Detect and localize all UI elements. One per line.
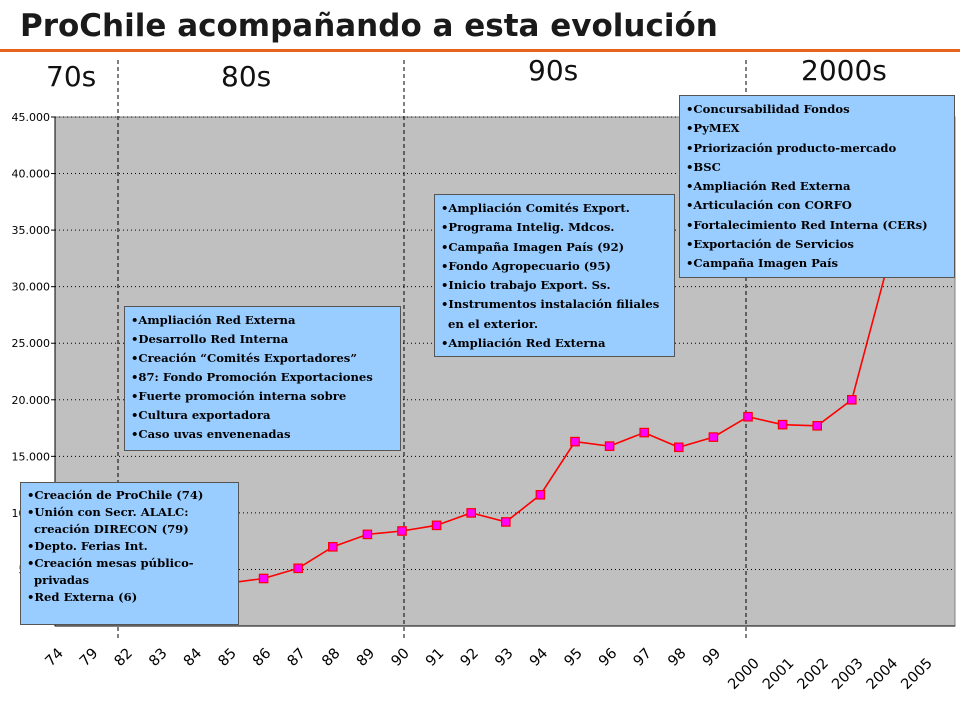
- callout-2000s-item: PyMEX: [686, 119, 948, 138]
- x-tick-label: 85: [215, 646, 239, 670]
- x-tick-label: 99: [700, 646, 724, 670]
- y-tick-label: 15.000: [12, 450, 51, 463]
- x-tick-label: 91: [423, 646, 447, 670]
- x-tick-label: 2004: [864, 656, 901, 693]
- x-tick-label: 98: [665, 646, 689, 670]
- callout-2000s-item: Fortalecimiento Red Interna (CERs): [686, 216, 948, 235]
- callout-80s-item: Fuerte promoción interna sobre: [131, 387, 394, 406]
- x-tick-label: 90: [388, 646, 412, 670]
- series-point: [293, 563, 303, 574]
- series-point: [812, 420, 822, 431]
- callout-90s-item: Fondo Agropecuario (95): [441, 257, 668, 276]
- x-tick-label: 88: [319, 646, 343, 670]
- x-tick-label: 95: [561, 646, 585, 670]
- series-point: [570, 436, 580, 447]
- callout-80s-item: 87: Fondo Promoción Exportaciones: [131, 368, 394, 387]
- x-tick-label: 93: [492, 646, 516, 670]
- callout-80s-item: Ampliación Red Externa: [131, 311, 394, 330]
- x-tick-label: 2005: [898, 656, 935, 693]
- callout-90s-item: Ampliación Red Externa: [441, 334, 668, 353]
- series-point: [466, 508, 476, 518]
- x-tick-label: 2000: [725, 656, 762, 693]
- x-tick-label: 96: [596, 646, 620, 670]
- x-tick-label: 2003: [829, 656, 866, 693]
- callout-2000s-item: BSC: [686, 158, 948, 177]
- y-tick-label: 45.000: [12, 111, 51, 124]
- y-tick-label: 30.000: [12, 281, 51, 294]
- callout-80s-item: Cultura exportadora: [131, 406, 394, 425]
- callout-70s: Creación de ProChile (74) Unión con Secr…: [20, 482, 239, 625]
- series-point: [604, 441, 615, 451]
- callout-80s-item: Desarrollo Red Interna: [131, 330, 394, 349]
- x-tick-label: 82: [112, 646, 136, 670]
- callout-90s: Ampliación Comités Export. Programa Inte…: [434, 194, 675, 357]
- x-tick-label: 84: [181, 646, 205, 670]
- series-point: [846, 394, 857, 405]
- callout-80s-item: Caso uvas envenenadas: [131, 425, 394, 444]
- decade-label-80s: 80s: [221, 60, 272, 93]
- series-point: [397, 526, 407, 536]
- y-tick-label: 35.000: [12, 224, 51, 237]
- series-point: [743, 411, 753, 422]
- x-tick-label: 92: [458, 646, 482, 670]
- callout-90s-item: Campaña Imagen País (92): [441, 238, 668, 257]
- x-tick-label: 2001: [760, 656, 797, 693]
- decade-label-70s: 70s: [46, 60, 97, 93]
- callout-70s-item: Depto. Ferias Int.: [27, 538, 232, 555]
- y-tick-label: 40.000: [12, 168, 51, 181]
- series-point: [258, 573, 269, 584]
- callout-90s-item: Programa Intelig. Mdcos.: [441, 218, 668, 237]
- callout-2000s-item: Articulación con CORFO: [686, 196, 948, 215]
- callout-2000s-item: Campaña Imagen País: [686, 254, 948, 273]
- callout-70s-item: Creación mesas público-privadas: [27, 555, 232, 589]
- callout-2000s-item: Concursabilidad Fondos: [686, 100, 948, 119]
- callout-2000s-item: Priorización producto-mercado: [686, 139, 948, 158]
- series-point: [639, 427, 649, 438]
- callout-2000s: Concursabilidad Fondos PyMEX Priorizació…: [679, 95, 955, 278]
- callout-90s-item: Inicio trabajo Export. Ss.: [441, 276, 668, 295]
- decade-label-90s: 90s: [528, 54, 579, 87]
- series-point: [328, 542, 338, 552]
- series-point: [501, 517, 511, 527]
- x-tick-label: 94: [527, 646, 551, 670]
- callout-80s-item: Creación “Comités Exportadores”: [131, 349, 394, 368]
- series-point: [535, 489, 546, 500]
- x-tick-label: 83: [146, 646, 170, 670]
- series-point: [708, 432, 719, 442]
- x-tick-label: 89: [354, 646, 378, 670]
- series-point: [673, 442, 684, 453]
- y-tick-label: 25.000: [12, 337, 51, 350]
- x-tick-label: 2002: [795, 656, 832, 693]
- series-point: [431, 520, 442, 531]
- callout-2000s-item: Exportación de Servicios: [686, 235, 948, 254]
- x-tick-label: 87: [285, 646, 309, 670]
- x-tick-label: 97: [631, 646, 655, 670]
- callout-70s-item: Red Externa (6): [27, 589, 232, 606]
- callout-80s: Ampliación Red Externa Desarrollo Red In…: [124, 306, 401, 451]
- series-point: [777, 419, 788, 430]
- series-point: [362, 529, 373, 540]
- x-tick-label: 74: [42, 646, 66, 670]
- callout-70s-item: Creación de ProChile (74): [27, 487, 232, 504]
- slide-title: ProChile acompañando a esta evolución: [20, 8, 718, 44]
- decade-label-2000s: 2000s: [801, 54, 887, 87]
- y-tick-label: 20.000: [12, 394, 51, 407]
- x-tick-label: 79: [77, 646, 101, 670]
- x-tick-label: 86: [250, 646, 274, 670]
- callout-90s-item: Ampliación Comités Export.: [441, 199, 668, 218]
- callout-70s-item: Unión con Secr. ALALC: creación DIRECON …: [27, 504, 232, 538]
- callout-2000s-item: Ampliación Red Externa: [686, 177, 948, 196]
- callout-90s-item: Instrumentos instalación filiales en el …: [441, 295, 668, 334]
- title-rule: [0, 49, 960, 52]
